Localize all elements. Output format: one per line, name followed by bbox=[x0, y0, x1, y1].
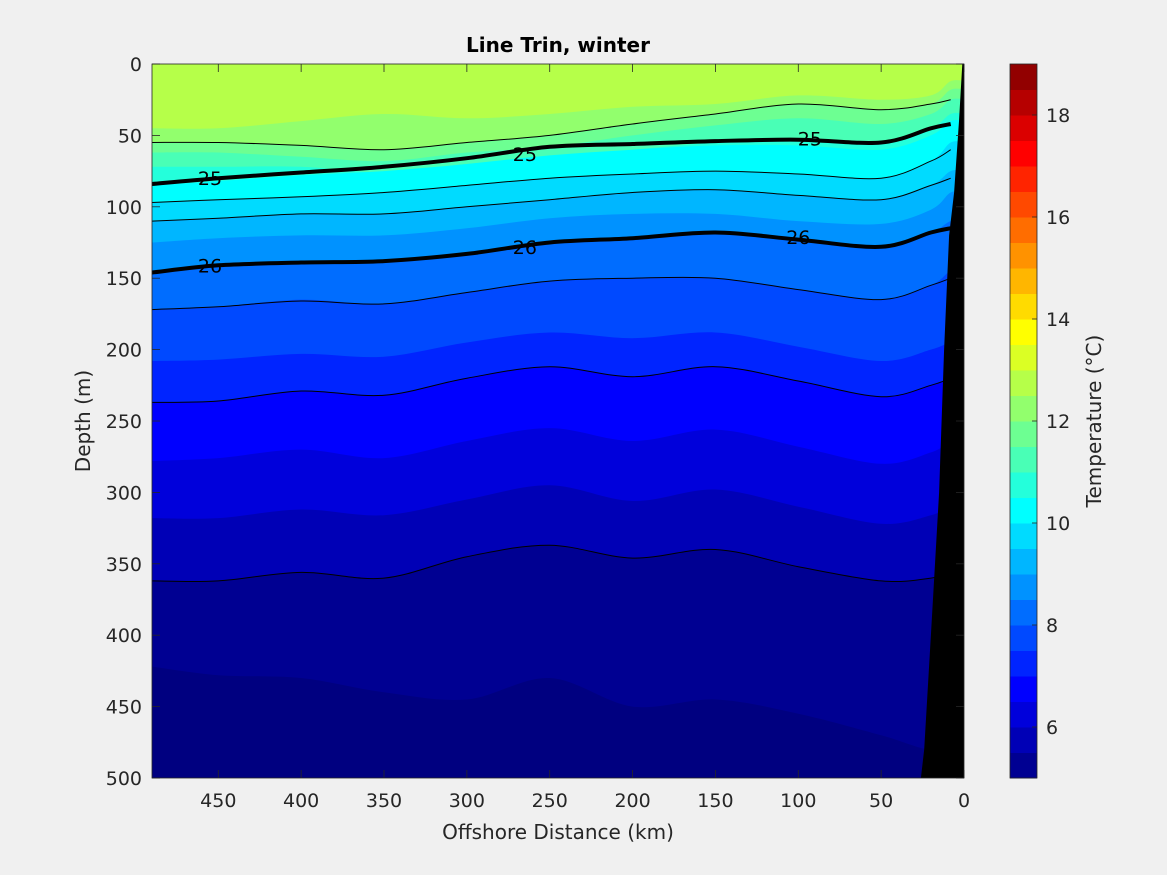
density-contour bbox=[152, 366, 951, 403]
contour-labels: 25 25 25 26 26 26 bbox=[198, 128, 822, 277]
colorbar-swatch bbox=[1010, 676, 1037, 702]
colorbar-frame bbox=[1009, 63, 1038, 779]
y-axis-label: Depth (m) bbox=[71, 370, 95, 472]
x-axis: 450 400 350 300 250 200 150 100 50 0 bbox=[200, 64, 970, 812]
x-tick-label: 300 bbox=[449, 790, 485, 812]
colorbar-swatch bbox=[1010, 421, 1037, 447]
y-tick-label: 350 bbox=[106, 554, 142, 576]
colorbar-tick-label: 8 bbox=[1046, 615, 1058, 637]
colorbar-swatch bbox=[1010, 140, 1037, 167]
colorbar-label: Temperature (°C) bbox=[1082, 335, 1106, 509]
density-contour bbox=[152, 177, 951, 222]
x-tick-label: 50 bbox=[869, 790, 893, 812]
x-tick-label: 200 bbox=[614, 790, 650, 812]
x-tick-label: 350 bbox=[366, 790, 402, 812]
colorbar-swatch bbox=[1010, 395, 1037, 422]
colorbar-swatch bbox=[1010, 599, 1037, 626]
colorbar-swatch bbox=[1010, 166, 1037, 192]
density-contour bbox=[152, 99, 951, 151]
colorbar-swatch bbox=[1010, 625, 1037, 651]
density-contour bbox=[152, 149, 951, 204]
colorbar-swatch bbox=[1010, 752, 1037, 779]
x-tick-label: 250 bbox=[532, 790, 568, 812]
colorbar-swatch bbox=[1010, 64, 1037, 90]
y-tick-label: 150 bbox=[106, 268, 142, 290]
contour-label: 26 bbox=[513, 237, 537, 259]
colorbar-swatch bbox=[1010, 523, 1037, 549]
colorbar-swatch bbox=[1010, 89, 1037, 116]
density-contour-bold bbox=[152, 226, 952, 275]
y-tick-label: 200 bbox=[106, 340, 142, 362]
density-contour bbox=[152, 544, 951, 583]
y-tick-label: 500 bbox=[106, 768, 142, 790]
colorbar-swatch bbox=[1010, 650, 1037, 677]
colorbar-swatch bbox=[1010, 115, 1037, 141]
colorbar-tick-label: 14 bbox=[1046, 309, 1070, 331]
colorbar-swatch bbox=[1010, 293, 1037, 320]
y-tick-label: 400 bbox=[106, 625, 142, 647]
colorbar-tick-label: 6 bbox=[1046, 717, 1058, 739]
density-contour-bold bbox=[152, 122, 952, 187]
colorbar-swatch bbox=[1010, 446, 1037, 473]
contour-label: 25 bbox=[198, 168, 222, 190]
y-axis: 0 50 100 150 200 250 300 350 400 450 500 bbox=[106, 54, 964, 790]
colorbar: 6 8 10 12 14 16 18 bbox=[1010, 64, 1070, 779]
colorbar-swatch bbox=[1010, 548, 1037, 575]
colorbar-tick-label: 18 bbox=[1046, 105, 1070, 127]
y-tick-label: 450 bbox=[106, 697, 142, 719]
bathymetry bbox=[920, 64, 964, 778]
contour-label: 25 bbox=[798, 128, 822, 150]
x-tick-label: 150 bbox=[697, 790, 733, 812]
colorbar-swatch bbox=[1010, 217, 1037, 243]
plot-area: 25 25 25 26 26 26 bbox=[152, 64, 964, 778]
density-contour bbox=[152, 276, 951, 311]
colorbar-swatch bbox=[1010, 727, 1037, 753]
x-axis-label: Offshore Distance (km) bbox=[442, 820, 674, 844]
colorbar-tick-label: 12 bbox=[1046, 411, 1070, 433]
x-tick-label: 0 bbox=[958, 790, 970, 812]
y-tick-label: 100 bbox=[106, 197, 142, 219]
colorbar-swatch bbox=[1010, 701, 1037, 728]
contour-label: 26 bbox=[198, 255, 222, 277]
colorbar-swatch bbox=[1010, 472, 1037, 498]
x-tick-label: 400 bbox=[283, 790, 319, 812]
colorbar-tick-label: 16 bbox=[1046, 207, 1070, 229]
temperature-band bbox=[152, 666, 964, 778]
y-tick-label: 250 bbox=[106, 411, 142, 433]
y-tick-label: 50 bbox=[118, 125, 142, 147]
colorbar-swatch bbox=[1010, 319, 1037, 345]
colorbar-swatch bbox=[1010, 497, 1037, 524]
contour-label: 26 bbox=[786, 227, 810, 249]
colorbar-tick-label: 10 bbox=[1046, 513, 1070, 535]
x-tick-label: 100 bbox=[780, 790, 816, 812]
chart-title: Line Trin, winter bbox=[466, 33, 650, 57]
colorbar-swatch bbox=[1010, 370, 1037, 396]
colorbar-swatch bbox=[1010, 191, 1037, 218]
contour-label: 25 bbox=[513, 144, 537, 166]
y-tick-label: 0 bbox=[130, 54, 142, 76]
colorbar-swatch bbox=[1010, 268, 1037, 294]
x-tick-label: 450 bbox=[200, 790, 236, 812]
colorbar-swatch bbox=[1010, 344, 1037, 371]
colorbar-swatch bbox=[1010, 574, 1037, 600]
colorbar-swatch bbox=[1010, 242, 1037, 269]
y-tick-label: 300 bbox=[106, 482, 142, 504]
density-contours bbox=[152, 99, 952, 583]
temperature-bands bbox=[152, 64, 964, 778]
